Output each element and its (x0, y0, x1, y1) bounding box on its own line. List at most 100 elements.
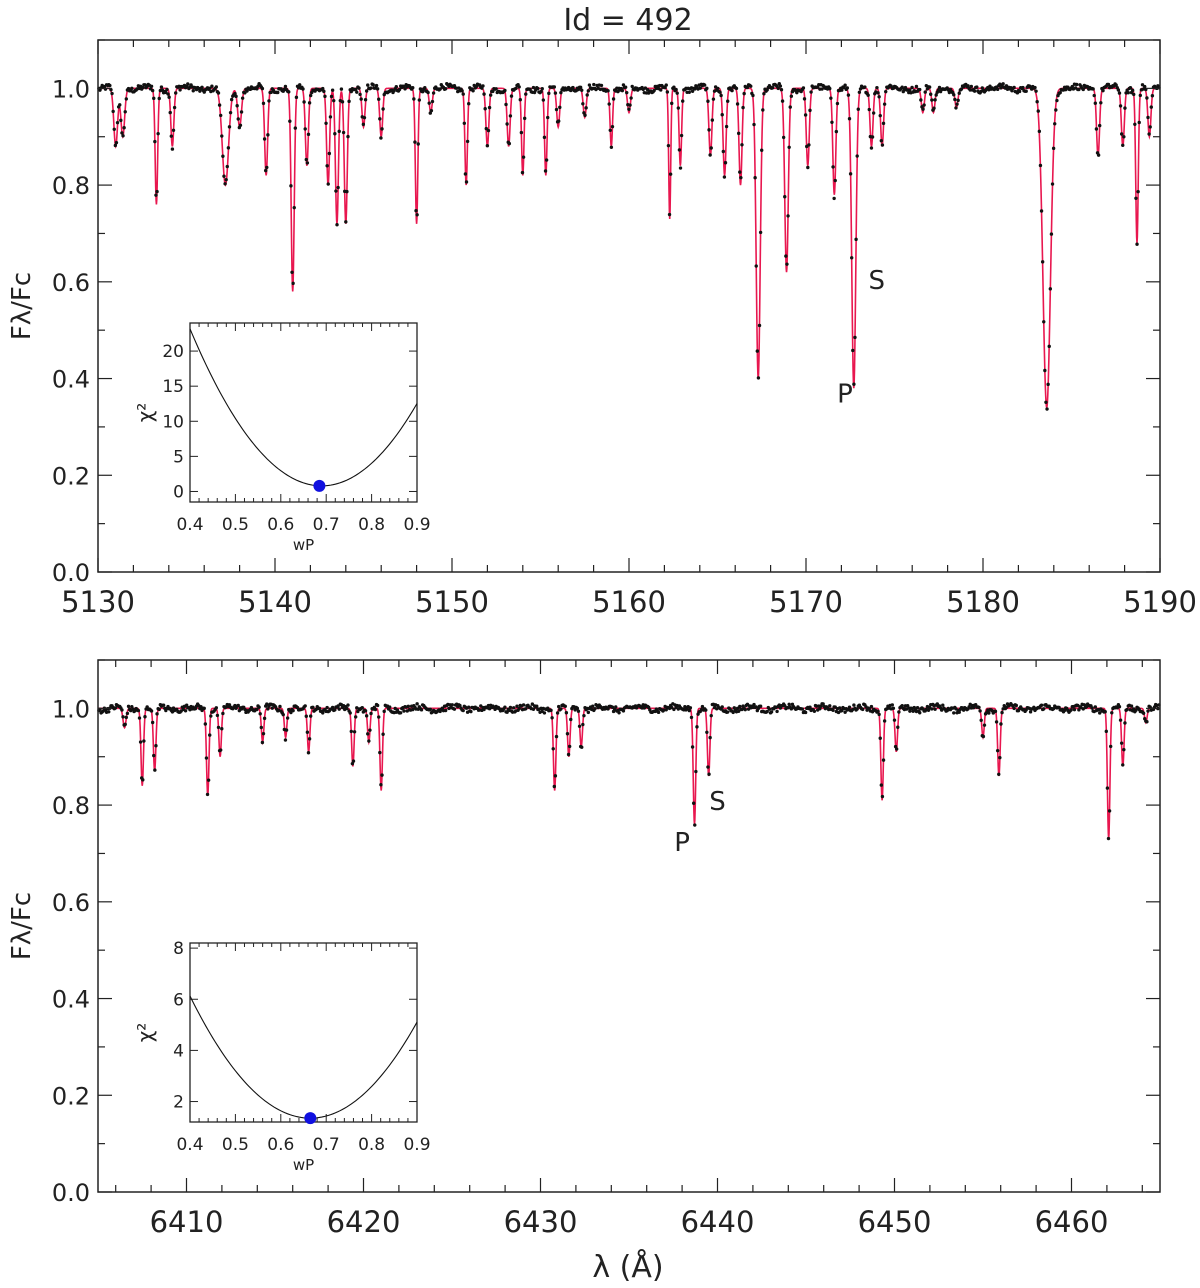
observed-point (866, 93, 870, 97)
observed-point (787, 145, 791, 150)
observed-point (1121, 143, 1125, 147)
observed-point (531, 85, 536, 90)
observed-point (1045, 407, 1049, 411)
observed-point (123, 110, 127, 114)
observed-point (741, 105, 745, 110)
observed-point (290, 270, 294, 275)
observed-point (375, 703, 380, 708)
observed-point (488, 93, 493, 97)
observed-point (1107, 809, 1112, 813)
observed-point (119, 118, 123, 123)
observed-point (112, 127, 116, 131)
observed-point (216, 91, 221, 95)
y-tick-label: 0.4 (52, 366, 90, 394)
observed-point (219, 748, 223, 752)
observed-point (752, 702, 756, 707)
observed-point (1039, 703, 1044, 707)
observed-point (881, 121, 886, 126)
observed-point (591, 704, 595, 708)
observed-point (691, 801, 696, 805)
observed-point (307, 101, 312, 105)
observed-point (1053, 122, 1057, 126)
observed-point (1090, 706, 1094, 710)
observed-point (765, 709, 769, 714)
observed-point (688, 706, 693, 710)
observed-point (1014, 703, 1019, 708)
observed-point (141, 85, 145, 90)
observed-point (357, 86, 361, 90)
line-label-S: S (709, 787, 726, 817)
observed-point (1040, 260, 1045, 264)
observed-point (870, 135, 875, 139)
observed-point (1017, 89, 1022, 94)
observed-point (1138, 93, 1143, 98)
observed-point (784, 254, 788, 258)
observed-point (220, 134, 224, 138)
observed-point (1000, 710, 1004, 715)
observed-point (402, 709, 406, 713)
observed-point (486, 128, 491, 133)
y-tick-label: 0.6 (52, 889, 90, 917)
observed-point (352, 730, 357, 734)
observed-point (937, 85, 942, 90)
observed-point (993, 709, 998, 714)
observed-point (831, 708, 835, 712)
observed-point (857, 90, 862, 95)
figure-title: Id = 492 (563, 3, 692, 38)
observed-point (1024, 89, 1028, 93)
observed-point (880, 794, 885, 799)
observed-point (583, 113, 587, 117)
observed-point (834, 129, 839, 134)
observed-spectrum-points (97, 81, 1161, 411)
observed-point (761, 108, 765, 112)
observed-point (267, 99, 271, 103)
observed-point (208, 86, 212, 91)
observed-point (306, 751, 311, 755)
observed-point (787, 702, 791, 707)
observed-point (867, 107, 871, 112)
inset-frame (189, 942, 418, 1123)
observed-point (690, 89, 695, 93)
observed-point (843, 83, 847, 87)
observed-point (1106, 82, 1111, 87)
observed-point (1117, 91, 1122, 95)
observed-point (369, 711, 373, 716)
observed-point (659, 88, 663, 92)
observed-point (735, 102, 740, 106)
observed-point (1103, 710, 1107, 714)
observed-point (377, 97, 381, 101)
observed-point (1093, 705, 1098, 709)
chi2-curve (189, 995, 418, 1119)
observed-point (1116, 88, 1121, 92)
observed-point (353, 715, 358, 719)
observed-point (161, 703, 166, 707)
observed-point (371, 83, 375, 87)
observed-point (987, 711, 991, 715)
observed-point (997, 772, 1001, 776)
observed-point (663, 85, 667, 90)
observed-point (345, 189, 349, 194)
observed-point (752, 122, 756, 127)
observed-point (630, 84, 634, 89)
observed-point (776, 86, 780, 91)
observed-point (934, 93, 938, 97)
chi2-minimum-marker (304, 1112, 317, 1125)
observed-point (665, 90, 670, 94)
observed-point (929, 92, 933, 96)
observed-point (289, 184, 293, 188)
observed-point (732, 706, 736, 710)
observed-point (770, 86, 775, 90)
observed-point (287, 90, 291, 94)
observed-point (551, 747, 555, 751)
observed-point (977, 705, 981, 710)
observed-point (693, 823, 697, 827)
observed-point (1037, 129, 1042, 134)
observed-point (1042, 320, 1046, 324)
observed-point (294, 95, 299, 100)
observed-point (183, 709, 188, 713)
observed-point (220, 727, 224, 731)
observed-point (580, 88, 584, 92)
observed-point (450, 703, 454, 707)
observed-point (1001, 82, 1005, 86)
observed-point (1074, 82, 1079, 87)
